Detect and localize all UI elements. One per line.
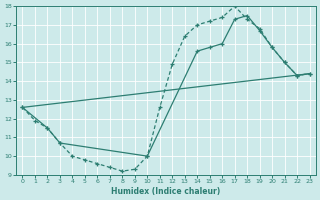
X-axis label: Humidex (Indice chaleur): Humidex (Indice chaleur) [111,187,221,196]
